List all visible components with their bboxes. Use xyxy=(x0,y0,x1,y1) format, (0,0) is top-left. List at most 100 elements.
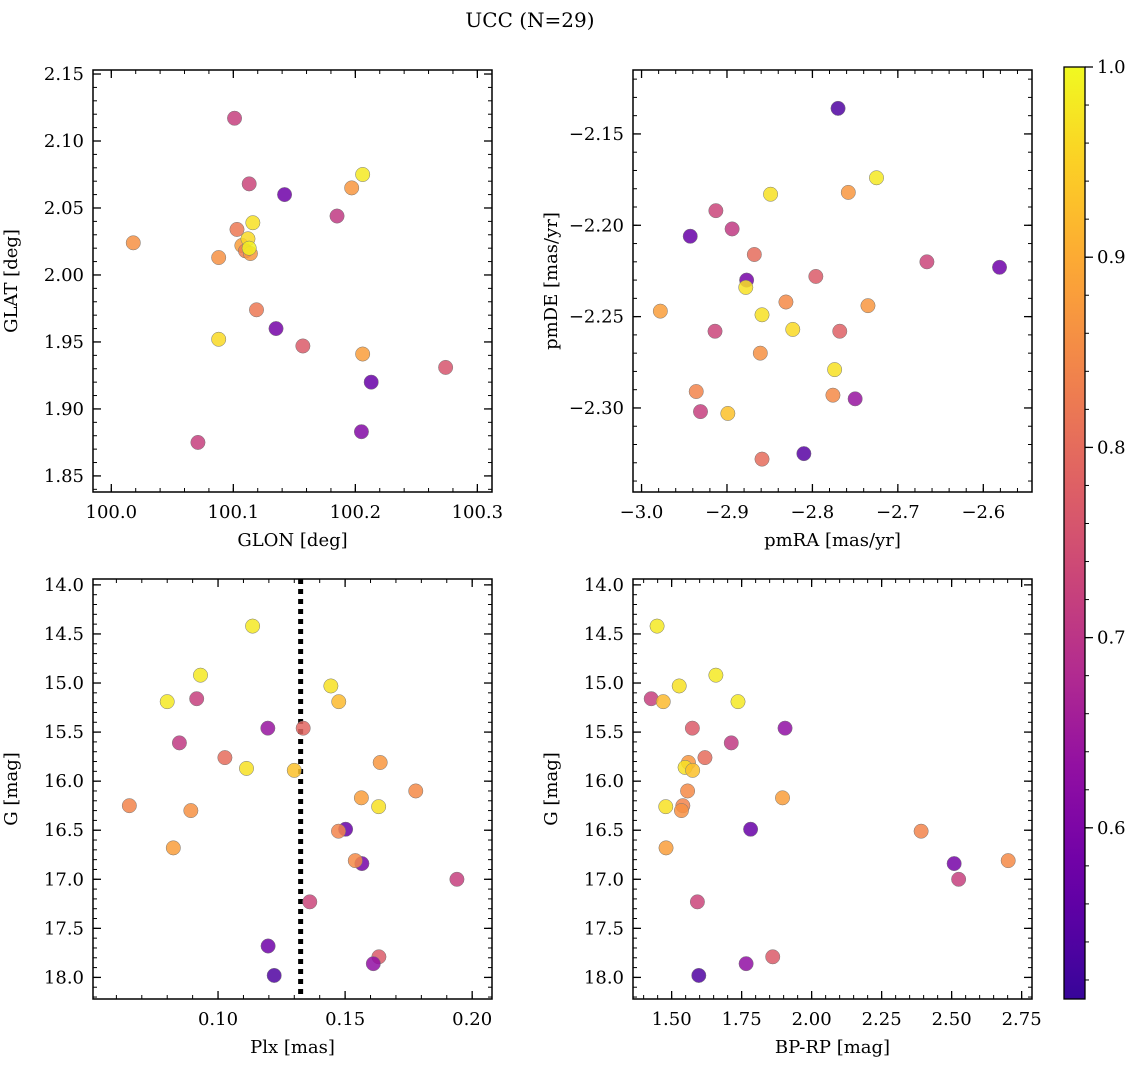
scatter-point xyxy=(738,956,754,972)
y-tick-label: 18.0 xyxy=(44,967,84,988)
scatter-point xyxy=(363,374,379,390)
y-tick-label: 17.5 xyxy=(584,918,624,939)
y-axis-label: G [mag] xyxy=(541,752,562,825)
chart-pmra-pmde: −3.0 −2.9 −2.8 −2.7 −2.6 −2.30 −2.25 −2.20 −2.15… xyxy=(541,69,1033,551)
colorbar-tick-label: 0.8 xyxy=(1097,437,1126,458)
scatter-point xyxy=(344,180,360,196)
scatter-point xyxy=(652,303,668,319)
scatter-point xyxy=(919,254,935,270)
y-axis-label: GLAT [deg] xyxy=(1,229,22,333)
scatter-point xyxy=(438,359,454,375)
y-tick-label: 15.0 xyxy=(584,673,624,694)
scatter-point xyxy=(730,694,746,710)
scatter-point xyxy=(775,790,790,806)
scatter-point xyxy=(365,956,381,972)
scatter-point xyxy=(746,247,762,262)
scatter-point xyxy=(796,446,812,462)
x-tick-label: 0.10 xyxy=(198,1009,238,1030)
y-tick-label: 1.85 xyxy=(44,466,84,487)
scatter-point xyxy=(353,424,369,440)
scatter-point xyxy=(125,235,141,251)
scatter-point xyxy=(724,221,740,237)
y-tick-label: 15.5 xyxy=(44,722,84,743)
scatter-point xyxy=(707,323,723,339)
scatter-point xyxy=(680,783,696,799)
plot-frame xyxy=(92,578,493,1000)
scatter-point xyxy=(708,203,724,219)
scatter-point xyxy=(190,434,206,450)
scatter-point xyxy=(765,949,781,965)
scatter-point xyxy=(245,215,261,231)
scatter-point xyxy=(946,856,962,872)
x-tick-label: 0.15 xyxy=(325,1009,365,1030)
scatter-point xyxy=(778,294,794,310)
scatter-point xyxy=(189,691,205,707)
scatter-point xyxy=(331,823,346,839)
scatter-point xyxy=(723,735,739,751)
scatter-point xyxy=(860,298,876,314)
y-tick-label: 17.0 xyxy=(44,869,84,890)
scatter-point xyxy=(738,279,754,295)
scatter-point xyxy=(245,618,261,634)
scatter-point xyxy=(121,798,137,814)
y-tick-label: 2.10 xyxy=(44,131,84,152)
scatter-point xyxy=(777,720,793,736)
scatter-point xyxy=(992,259,1007,275)
scatter-point xyxy=(211,250,227,266)
scatter-point xyxy=(323,678,339,694)
y-tick-label: 14.0 xyxy=(44,575,84,596)
scatter-point xyxy=(847,391,863,407)
scatter-point xyxy=(763,186,779,202)
scatter-point xyxy=(684,720,700,736)
colorbar: 0.6 0.7 0.8 0.9 1.0 xyxy=(1063,57,1126,1000)
x-tick-label: 2.50 xyxy=(932,1009,972,1030)
y-tick-label: −2.15 xyxy=(569,124,624,145)
scatter-point xyxy=(239,760,254,776)
scatter-point xyxy=(649,618,665,634)
y-tick-label: 17.5 xyxy=(44,918,84,939)
scatter-point xyxy=(808,268,824,284)
plot-frame xyxy=(92,69,493,493)
x-axis-label: BP-RP [mag] xyxy=(775,1037,890,1058)
x-tick-label: −2.9 xyxy=(705,502,749,523)
scatter-point xyxy=(249,302,264,318)
scatter-point xyxy=(1000,853,1016,869)
scatter-point xyxy=(840,184,856,200)
scatter-point xyxy=(720,405,736,421)
scatter-point xyxy=(913,823,929,839)
scatter-point xyxy=(260,720,276,736)
x-axis-label: GLON [deg] xyxy=(237,530,347,551)
y-tick-label: 2.15 xyxy=(44,64,84,85)
x-axis-label: pmRA [mas/yr] xyxy=(764,530,901,551)
y-tick-label: 1.95 xyxy=(44,332,84,353)
x-tick-label: −3.0 xyxy=(620,502,664,523)
x-tick-label: −2.7 xyxy=(876,502,920,523)
y-tick-label: 2.00 xyxy=(44,265,84,286)
chart-glon-glat: 100.0 100.1 100.2 100.3 1.85 1.90 1.95 2.00 2.05… xyxy=(1,64,503,551)
scatter-point xyxy=(658,840,674,856)
x-tick-label: 1.50 xyxy=(652,1009,692,1030)
scatter-point xyxy=(951,871,967,887)
scatter-point xyxy=(268,321,284,337)
scatter-point xyxy=(171,735,187,751)
scatter-point xyxy=(355,346,371,362)
x-tick-label: −2.8 xyxy=(791,502,835,523)
scatter-point xyxy=(697,750,713,766)
chart-bprp-g: 1.50 1.75 2.00 2.25 2.50 2.75 14.0 14.5 15.0 15.5… xyxy=(541,575,1042,1058)
scatter-point xyxy=(832,323,848,339)
y-tick-label: 16.0 xyxy=(584,771,624,792)
scatter-point xyxy=(286,762,302,778)
y-tick-label: 16.5 xyxy=(584,820,624,841)
colorbar-gradient xyxy=(1063,66,1086,1000)
scatter-point xyxy=(241,176,257,192)
y-tick-label: 16.0 xyxy=(44,771,84,792)
y-tick-label: 17.0 xyxy=(584,869,624,890)
x-tick-label: 100.2 xyxy=(330,502,382,523)
scatter-point xyxy=(688,384,704,399)
scatter-point xyxy=(217,750,233,766)
scatter-point xyxy=(372,755,388,770)
y-tick-label: 2.05 xyxy=(44,198,84,219)
scatter-point xyxy=(347,853,363,869)
x-tick-label: 2.00 xyxy=(792,1009,832,1030)
